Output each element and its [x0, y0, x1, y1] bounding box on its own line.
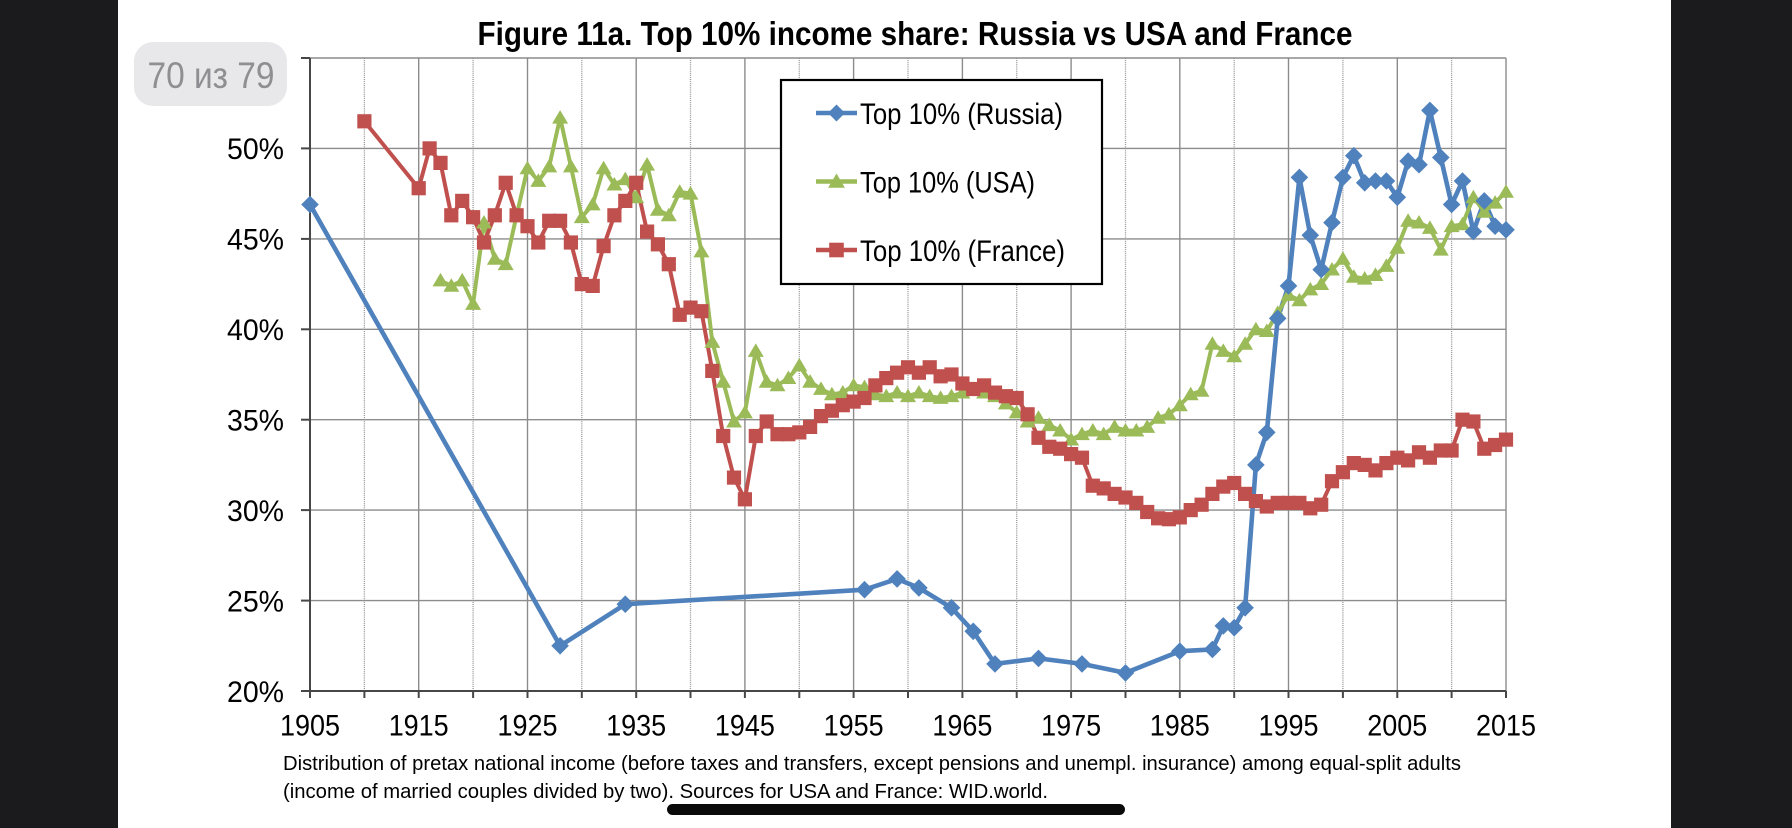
svg-text:1915: 1915 [389, 710, 449, 743]
svg-text:25%: 25% [227, 585, 284, 618]
svg-text:35%: 35% [227, 405, 284, 438]
svg-text:1955: 1955 [824, 710, 884, 743]
svg-text:Top 10% (USA): Top 10% (USA) [860, 166, 1035, 199]
svg-text:1925: 1925 [498, 710, 558, 743]
svg-text:70 из 79: 70 из 79 [148, 55, 275, 96]
svg-text:20%: 20% [227, 676, 284, 709]
svg-text:1975: 1975 [1041, 710, 1101, 743]
svg-text:40%: 40% [227, 314, 284, 347]
svg-text:Figure 11a. Top 10% income sha: Figure 11a. Top 10% income share: Russia… [478, 15, 1353, 52]
svg-text:Distribution of pretax nationa: Distribution of pretax national income (… [283, 753, 1461, 775]
svg-text:Top 10% (Russia): Top 10% (Russia) [860, 98, 1063, 131]
svg-text:1995: 1995 [1259, 710, 1319, 743]
svg-text:45%: 45% [227, 224, 284, 257]
svg-text:1945: 1945 [715, 710, 775, 743]
svg-text:(income of married couples div: (income of married couples divided by tw… [283, 781, 1048, 803]
svg-text:1965: 1965 [932, 710, 992, 743]
svg-text:2005: 2005 [1367, 710, 1427, 743]
svg-text:2015: 2015 [1476, 710, 1536, 743]
svg-text:50%: 50% [227, 133, 284, 166]
svg-text:1905: 1905 [280, 710, 340, 743]
svg-text:1985: 1985 [1150, 710, 1210, 743]
svg-text:Top 10% (France): Top 10% (France) [860, 235, 1065, 268]
svg-text:30%: 30% [227, 495, 284, 528]
svg-text:1935: 1935 [606, 710, 666, 743]
